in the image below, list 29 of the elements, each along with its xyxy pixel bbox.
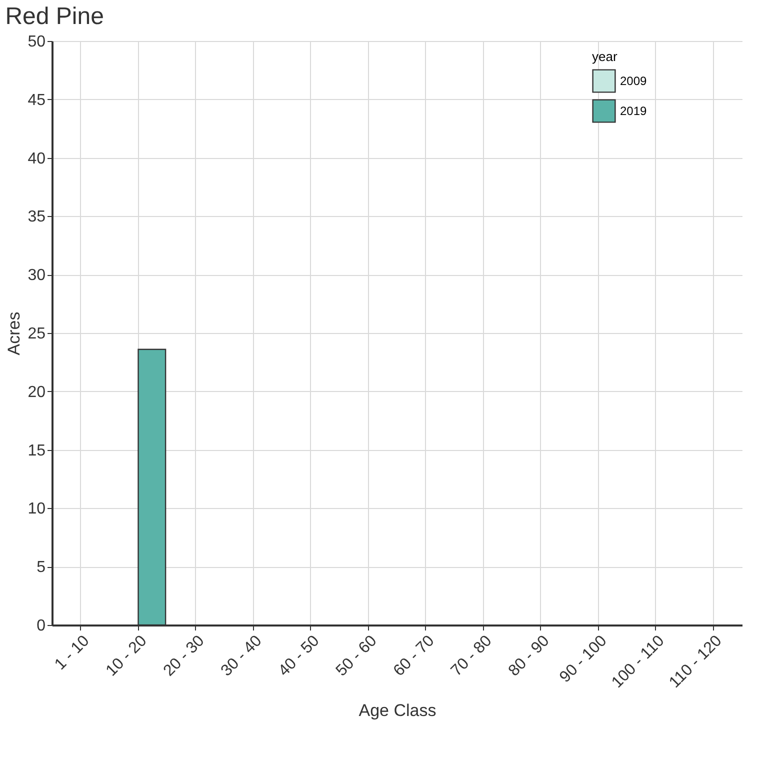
y-tick-label: 0 [36, 618, 46, 634]
y-tick-label: 20 [28, 384, 46, 401]
legend-label: 2009 [620, 74, 648, 88]
x-tick-label: 90 - 100 [556, 632, 610, 686]
x-tick-label: 110 - 120 [666, 632, 726, 692]
y-axis-title: Acres [4, 312, 24, 356]
y-tick-label: 25 [28, 326, 46, 342]
x-tick-label: 70 - 80 [448, 632, 496, 680]
y-tick-label: 10 [28, 500, 46, 518]
x-tick-label: 60 - 70 [390, 632, 438, 680]
legend-label: 2019 [620, 104, 648, 118]
chart-title: Red Pine [5, 3, 104, 30]
y-tick-label: 15 [28, 442, 46, 460]
x-tick-label: 80 - 90 [506, 632, 553, 680]
x-tick-label: 10 - 20 [103, 632, 150, 680]
x-tick-label: 30 - 40 [218, 632, 266, 680]
y-tick-label: 30 [28, 267, 46, 284]
x-axis-title: Age Class [358, 700, 436, 720]
x-tick-label: 1 - 10 [52, 632, 93, 674]
y-tick-label: 35 [28, 208, 46, 226]
legend-title: year [592, 49, 618, 64]
x-tick-label: 40 - 50 [276, 632, 323, 680]
x-tick-label: 100 - 110 [608, 632, 668, 692]
y-tick-label: 5 [36, 559, 46, 576]
y-tick-label: 45 [28, 92, 46, 109]
y-tick-label: 40 [28, 150, 46, 168]
x-tick-label: 50 - 60 [333, 632, 380, 680]
x-tick-label: 20 - 30 [160, 632, 208, 680]
y-tick-label: 50 [28, 34, 46, 50]
